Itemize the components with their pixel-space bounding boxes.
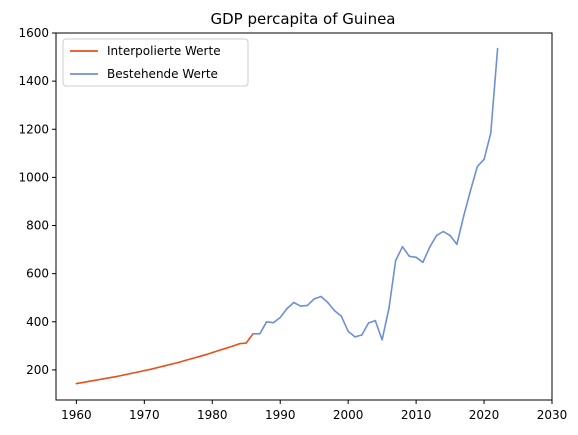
data-point xyxy=(340,315,343,318)
series-line-0 xyxy=(76,333,254,385)
data-point xyxy=(401,245,404,248)
data-point xyxy=(476,165,479,168)
data-point xyxy=(211,351,214,354)
data-point xyxy=(109,376,112,379)
data-point xyxy=(394,259,397,262)
x-tick-label: 2010 xyxy=(401,408,432,422)
data-point xyxy=(483,158,485,161)
legend-label: Interpolierte Werte xyxy=(107,44,221,58)
data-point xyxy=(320,295,322,298)
y-tick-label: 600 xyxy=(26,267,49,281)
y-tick-label: 1400 xyxy=(18,74,49,88)
data-point xyxy=(89,380,91,383)
chart-title: GDP percapita of Guinea xyxy=(211,10,396,28)
data-point xyxy=(361,334,363,336)
y-tick-label: 800 xyxy=(26,219,49,233)
data-point xyxy=(177,361,180,364)
x-tick-label: 1960 xyxy=(61,408,92,422)
legend-label: Bestehende Werte xyxy=(107,67,218,81)
data-point xyxy=(327,301,329,304)
data-point xyxy=(279,316,282,319)
data-point xyxy=(449,234,451,237)
data-point xyxy=(184,359,186,362)
data-point xyxy=(367,322,370,324)
x-tick-label: 1980 xyxy=(197,408,228,422)
data-point xyxy=(116,375,118,378)
data-point xyxy=(231,345,234,347)
data-point xyxy=(197,355,200,358)
legend-box xyxy=(62,38,249,87)
data-point xyxy=(238,342,241,345)
data-point xyxy=(143,369,146,372)
data-point xyxy=(170,363,173,365)
y-tick-label: 1600 xyxy=(18,26,49,40)
data-point xyxy=(218,349,220,352)
data-point xyxy=(204,354,207,356)
x-tick-label: 2030 xyxy=(537,408,568,422)
data-point xyxy=(136,371,139,373)
legend: Interpolierte Werte Bestehende Werte xyxy=(62,38,249,87)
data-point xyxy=(245,342,247,344)
y-tick-label: 400 xyxy=(26,315,49,329)
x-axis: 1960 1970 1980 1990 2000 2010 2020 2030 xyxy=(61,400,567,422)
data-point xyxy=(123,374,125,376)
data-point xyxy=(496,47,499,50)
data-point xyxy=(225,347,227,350)
y-tick-label: 200 xyxy=(26,363,49,377)
data-point xyxy=(374,319,377,322)
data-point xyxy=(191,357,193,360)
data-point xyxy=(428,246,431,248)
data-point xyxy=(388,307,390,310)
data-point xyxy=(435,234,438,237)
data-point xyxy=(96,379,98,381)
data-point xyxy=(422,261,424,264)
y-tick-label: 1000 xyxy=(18,170,49,184)
data-point xyxy=(286,307,288,310)
data-point xyxy=(75,382,78,385)
x-tick-label: 1970 xyxy=(129,408,160,422)
data-point xyxy=(442,230,445,233)
series-layer xyxy=(75,47,499,385)
x-tick-label: 2000 xyxy=(333,408,364,422)
data-point xyxy=(252,333,254,335)
data-point xyxy=(265,321,268,323)
data-point xyxy=(306,304,309,307)
data-point xyxy=(163,365,166,367)
y-tick-label: 1200 xyxy=(18,122,49,136)
data-point xyxy=(333,309,336,312)
data-point xyxy=(354,336,356,338)
data-point xyxy=(102,378,105,380)
y-axis: 200 400 600 800 1000 1200 1400 1600 xyxy=(18,26,56,377)
data-point xyxy=(469,189,472,192)
data-point xyxy=(293,301,295,304)
data-point xyxy=(272,321,275,324)
data-point xyxy=(82,381,84,384)
series-line-1 xyxy=(253,48,499,341)
data-point xyxy=(129,372,132,375)
data-point xyxy=(408,255,411,258)
x-tick-label: 1990 xyxy=(265,408,296,422)
data-point xyxy=(490,132,492,134)
plot-frame xyxy=(55,32,553,401)
data-point xyxy=(157,366,159,369)
plot-border xyxy=(55,32,553,401)
x-tick-label: 2020 xyxy=(469,408,500,422)
data-point xyxy=(259,333,261,335)
data-point xyxy=(415,256,417,259)
data-point xyxy=(456,243,458,246)
data-point xyxy=(299,305,302,307)
data-point xyxy=(462,215,465,217)
data-point xyxy=(150,368,152,371)
data-point xyxy=(381,339,383,341)
data-point xyxy=(347,330,350,333)
data-point xyxy=(313,298,316,300)
